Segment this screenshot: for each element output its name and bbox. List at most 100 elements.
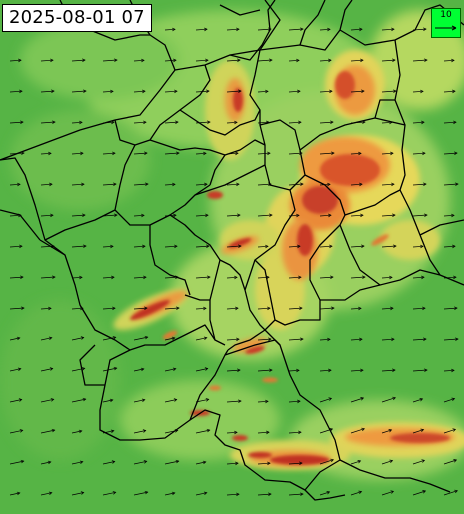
- wind-arrow: [195, 214, 209, 217]
- wind-arrow: [40, 492, 52, 496]
- wind-arrow-head: [82, 213, 86, 217]
- wind-arrow-head: [362, 275, 366, 279]
- wind-arrow: [133, 245, 146, 248]
- wind-arrow: [71, 337, 84, 341]
- wind-arrow-head: [205, 58, 209, 63]
- wind-arrow: [9, 245, 23, 248]
- wind-arrow-head: [297, 399, 301, 404]
- wind-arrow-head: [204, 367, 209, 371]
- wind-arrow: [164, 121, 179, 124]
- wind-arrow: [71, 152, 84, 155]
- wind-arrow-head: [360, 213, 364, 218]
- wind-arrow: [381, 397, 396, 403]
- wind-arrow-head: [419, 398, 424, 402]
- wind-arrow-head: [234, 430, 238, 435]
- wind-arrow-head: [175, 275, 179, 279]
- wind-arrow-head: [52, 275, 56, 279]
- wind-arrow: [164, 368, 176, 372]
- wind-arrow-head: [391, 27, 395, 32]
- wind-arrow-head: [391, 182, 395, 187]
- wind-arrow-head: [17, 182, 21, 187]
- wind-arrow: [257, 28, 272, 31]
- wind-arrow: [226, 152, 239, 155]
- wind-arrow-head: [357, 460, 362, 464]
- wind-arrow-head: [328, 58, 332, 63]
- wind-arrow-head: [358, 490, 363, 495]
- wind-arrow: [412, 245, 424, 248]
- wind-arrow: [288, 121, 302, 124]
- wind-arrow-head: [389, 275, 393, 280]
- wind-arrow-head: [328, 368, 332, 373]
- wind-arrow-head: [296, 58, 300, 63]
- wind-arrow-head: [268, 27, 272, 31]
- wind-arrow: [195, 492, 207, 496]
- wind-arrow-head: [80, 336, 85, 340]
- wind-arrow: [350, 214, 364, 217]
- wind-arrow: [288, 28, 304, 31]
- wind-arrow: [164, 492, 175, 496]
- wind-arrow: [319, 183, 331, 186]
- wind-arrow: [257, 214, 273, 217]
- wind-arrow-head: [237, 213, 241, 217]
- wind-arrow: [226, 338, 240, 341]
- wind-arrow: [164, 28, 176, 31]
- wind-arrow-head: [300, 337, 304, 341]
- wind-arrow: [412, 214, 428, 217]
- wind-arrow: [257, 462, 271, 465]
- wind-arrow: [381, 429, 392, 434]
- wind-arrow-head: [392, 396, 396, 401]
- wind-arrow-head: [112, 151, 116, 156]
- wind-arrow-head: [48, 306, 52, 311]
- wind-arrow-head: [454, 151, 458, 155]
- wind-arrow: [257, 276, 270, 279]
- wind-arrow-head: [359, 182, 363, 187]
- wind-arrow-head: [112, 306, 116, 311]
- wind-arrow-head: [423, 27, 427, 31]
- wind-arrow-head: [331, 306, 335, 310]
- wind-arrow-head: [112, 491, 117, 495]
- wind-arrow-head: [79, 275, 83, 280]
- wind-arrow-head: [78, 429, 83, 434]
- wind-arrow: [381, 460, 393, 465]
- wind-arrow: [9, 276, 24, 279]
- wind-arrow-head: [18, 58, 22, 63]
- wind-arrow: [226, 28, 240, 31]
- wind-arrow-head: [331, 151, 335, 155]
- wind-arrow-head: [141, 398, 146, 402]
- wind-arrow: [9, 59, 22, 62]
- wind-arrow: [319, 307, 335, 310]
- wind-arrow: [319, 59, 332, 62]
- wind-arrow-head: [269, 213, 273, 217]
- wind-arrow-head: [110, 89, 114, 94]
- wind-arrow-head: [114, 58, 118, 62]
- wind-arrow-head: [420, 89, 424, 94]
- wind-arrow: [133, 214, 145, 217]
- wind-arrow: [288, 400, 301, 403]
- wind-arrow-head: [111, 275, 115, 280]
- wind-arrow-head: [52, 120, 56, 124]
- wind-arrow-head: [47, 460, 52, 465]
- wind-arrow: [319, 338, 331, 341]
- wind-arrow: [350, 428, 365, 434]
- wind-arrow-head: [172, 27, 176, 32]
- wind-arrow-head: [392, 213, 396, 217]
- wind-arrow-head: [327, 337, 331, 342]
- wind-arrow: [226, 431, 238, 434]
- wind-arrow: [319, 397, 332, 403]
- wind-arrow-head: [269, 368, 273, 372]
- wind-arrow: [412, 152, 426, 155]
- wind-arrow: [133, 430, 146, 434]
- wind-arrow-head: [423, 182, 427, 186]
- wind-arrow: [102, 399, 113, 403]
- wind-arrow: [133, 90, 146, 93]
- wind-arrow: [9, 152, 25, 155]
- wind-arrow: [133, 276, 147, 279]
- wind-arrow-head: [451, 213, 455, 218]
- wind-arrow-head: [51, 244, 55, 248]
- wind-arrow-head: [267, 151, 271, 156]
- wind-arrow-head: [143, 275, 147, 280]
- wind-arrow: [288, 152, 303, 155]
- wind-arrow-head: [79, 460, 84, 464]
- wind-arrow-head: [174, 89, 178, 94]
